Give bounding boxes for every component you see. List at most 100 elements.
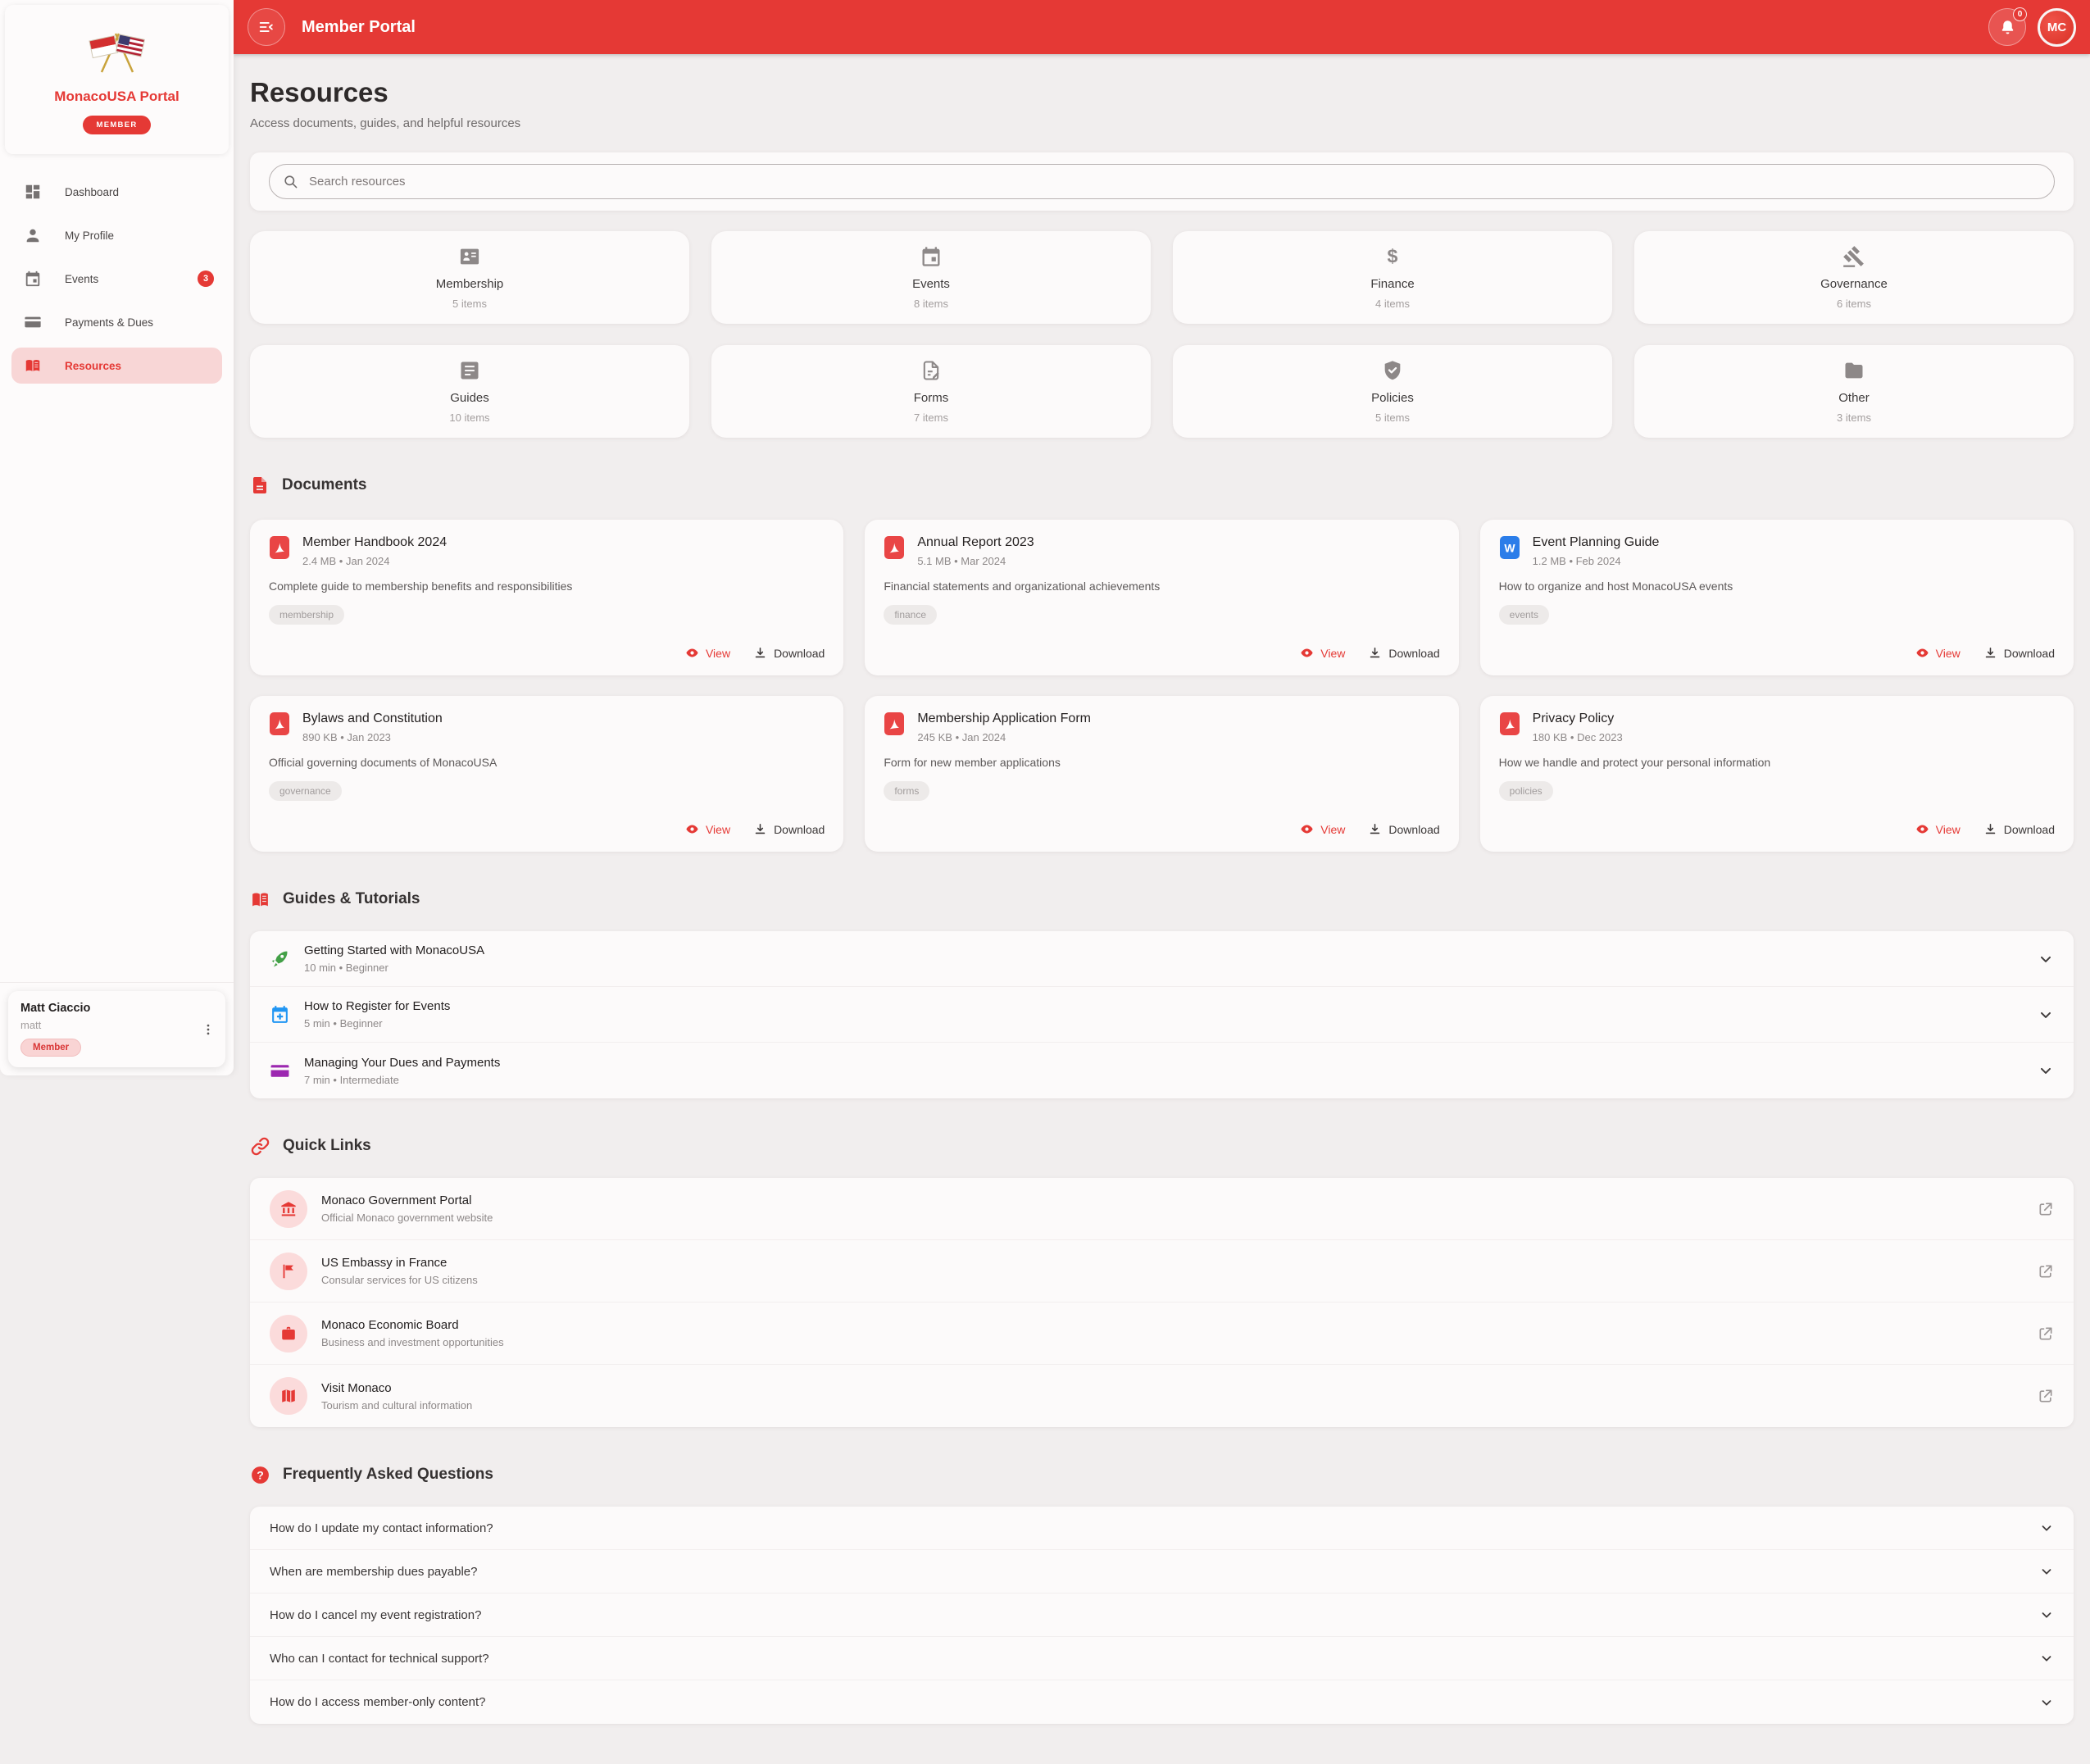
quick-link-title: Visit Monaco <box>321 1380 392 1395</box>
view-button[interactable]: View <box>1300 822 1345 836</box>
document-title: Membership Application Form <box>917 712 1091 725</box>
guide-meta: 5 min • Beginner <box>304 1017 383 1030</box>
user-menu-button[interactable] <box>201 1022 216 1037</box>
document-meta: 1.2 MB • Feb 2024 <box>1532 555 1621 567</box>
download-button[interactable]: Download <box>1368 646 1440 660</box>
chevron-down-icon[interactable] <box>2038 1062 2054 1079</box>
faq-question: When are membership dues payable? <box>270 1564 478 1579</box>
dollar-icon: $ <box>1381 245 1404 268</box>
category-label: Finance <box>1370 277 1415 291</box>
search-card <box>250 152 2074 211</box>
category-card-other[interactable]: Other 3 items <box>1634 345 2074 438</box>
document-description: Form for new member applications <box>884 756 1061 769</box>
crossed-flags-logo <box>88 33 145 73</box>
view-button[interactable]: View <box>685 822 730 836</box>
view-button[interactable]: View <box>1300 646 1345 660</box>
category-count: 4 items <box>1375 298 1410 310</box>
document-tag: finance <box>884 605 938 625</box>
sidebar-toggle-button[interactable] <box>248 8 285 46</box>
faq-question: Who can I contact for technical support? <box>270 1651 489 1666</box>
guide-row[interactable]: Getting Started with MonacoUSA 10 min • … <box>250 931 2074 987</box>
page-subtitle: Access documents, guides, and helpful re… <box>250 116 521 130</box>
download-button[interactable]: Download <box>753 646 825 660</box>
brand-card: MonacoUSA Portal MEMBER <box>5 5 229 154</box>
calendar-icon <box>920 245 943 268</box>
faq-row[interactable]: How do I update my contact information? <box>250 1507 2074 1550</box>
chevron-down-icon <box>2039 1564 2054 1579</box>
guides-section-head: Guides & Tutorials <box>250 889 2074 909</box>
quick-link-row[interactable]: Monaco Economic Board Business and inves… <box>250 1303 2074 1365</box>
category-label: Governance <box>1820 277 1888 291</box>
download-icon <box>1985 824 1995 834</box>
download-button[interactable]: Download <box>1368 822 1440 836</box>
guide-row[interactable]: Managing Your Dues and Payments 7 min • … <box>250 1043 2074 1098</box>
chevron-down-icon <box>2039 1521 2054 1535</box>
member-badge: MEMBER <box>83 116 151 134</box>
category-count: 5 items <box>452 298 487 310</box>
notification-count-badge: 0 <box>2013 7 2027 21</box>
category-card-membership[interactable]: Membership 5 items <box>250 231 689 324</box>
sidebar-item-my-profile[interactable]: My Profile <box>11 217 222 253</box>
sidebar-item-label: Resources <box>65 359 122 372</box>
category-card-policies[interactable]: Policies 5 items <box>1173 345 1612 438</box>
category-card-guides[interactable]: Guides 10 items <box>250 345 689 438</box>
pdf-file-icon <box>1499 712 1520 735</box>
sidebar-item-events[interactable]: Events 3 <box>11 261 222 297</box>
view-button[interactable]: View <box>685 646 730 660</box>
category-card-events[interactable]: Events 8 items <box>711 231 1151 324</box>
external-link-icon <box>2038 1201 2054 1217</box>
help-circle-icon: ? <box>250 1465 270 1484</box>
person-icon <box>24 226 42 244</box>
category-card-finance[interactable]: $ Finance 4 items <box>1173 231 1612 324</box>
faq-row[interactable]: Who can I contact for technical support? <box>250 1637 2074 1680</box>
chevron-down-icon <box>2039 1695 2054 1710</box>
download-icon <box>1370 824 1380 834</box>
category-card-forms[interactable]: Forms 7 items <box>711 345 1151 438</box>
download-button[interactable]: Download <box>1983 822 2055 836</box>
category-count: 8 items <box>914 298 948 310</box>
document-tag: policies <box>1498 781 1553 801</box>
quick-links-card: Monaco Government Portal Official Monaco… <box>250 1178 2074 1427</box>
chevron-down-icon[interactable] <box>2038 1007 2054 1023</box>
chevron-down-icon[interactable] <box>2038 951 2054 967</box>
sidebar-item-resources[interactable]: Resources <box>11 348 222 384</box>
quick-links-section-head: Quick Links <box>250 1136 2074 1156</box>
badge-icon <box>458 245 481 268</box>
search-input[interactable] <box>309 175 2041 189</box>
quick-link-row[interactable]: US Embassy in France Consular services f… <box>250 1240 2074 1303</box>
download-button[interactable]: Download <box>1983 646 2055 660</box>
bell-icon <box>2001 20 2013 34</box>
sidebar-item-label: Dashboard <box>65 185 120 198</box>
sidebar-item-dashboard[interactable]: Dashboard <box>11 174 222 210</box>
document-tag: governance <box>269 781 342 801</box>
document-description: Complete guide to membership benefits an… <box>269 580 573 593</box>
category-card-governance[interactable]: Governance 6 items <box>1634 231 2074 324</box>
guide-title: Managing Your Dues and Payments <box>304 1055 501 1070</box>
view-button[interactable]: View <box>1915 646 1961 660</box>
notifications-button[interactable]: 0 <box>1988 7 2027 46</box>
quick-link-row[interactable]: Visit Monaco Tourism and cultural inform… <box>250 1365 2074 1427</box>
book-icon <box>24 357 42 375</box>
quick-link-description: Official Monaco government website <box>321 1212 493 1224</box>
view-button[interactable]: View <box>1915 822 1961 836</box>
gavel-icon <box>1842 245 1865 268</box>
avatar[interactable]: MC <box>2038 7 2076 47</box>
download-icon <box>1985 648 1995 658</box>
sidebar-item-payments-dues[interactable]: Payments & Dues <box>11 304 222 340</box>
page-title: Resources <box>250 77 388 107</box>
briefcase-icon <box>270 1314 307 1353</box>
article-icon <box>458 359 481 382</box>
document-title: Annual Report 2023 <box>917 535 1034 549</box>
download-button[interactable]: Download <box>753 822 825 836</box>
faq-row[interactable]: When are membership dues payable? <box>250 1550 2074 1594</box>
guide-row[interactable]: How to Register for Events 5 min • Begin… <box>250 987 2074 1043</box>
faq-row[interactable]: How do I cancel my event registration? <box>250 1594 2074 1637</box>
section-title: Guides & Tutorials <box>283 890 420 907</box>
external-link-icon <box>2038 1325 2054 1342</box>
quick-link-row[interactable]: Monaco Government Portal Official Monaco… <box>250 1178 2074 1240</box>
category-label: Other <box>1838 391 1870 405</box>
category-label: Forms <box>913 391 949 405</box>
document-title: Member Handbook 2024 <box>302 535 448 549</box>
faq-row[interactable]: How do I access member-only content? <box>250 1680 2074 1724</box>
document-card: Member Handbook 2024 2.4 MB • Jan 2024 C… <box>250 520 844 675</box>
